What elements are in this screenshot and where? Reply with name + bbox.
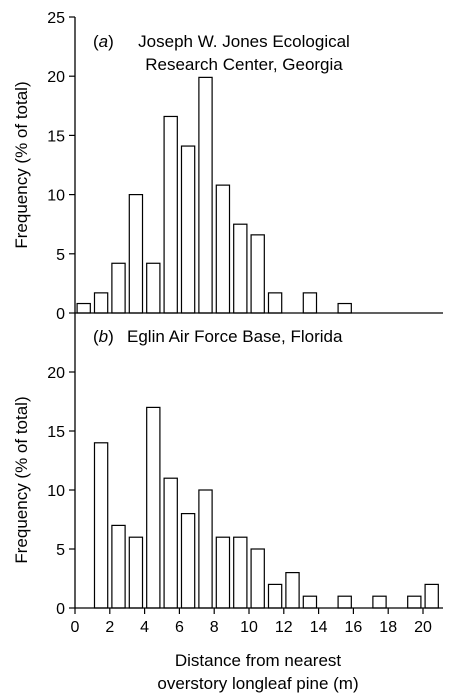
panel-b-y-tick-label: 15 bbox=[47, 424, 65, 441]
panel-a-bar bbox=[233, 223, 248, 314]
panel-a-bar bbox=[76, 302, 91, 314]
panel-b-x-tick-label: 16 bbox=[345, 619, 363, 636]
panel-b-x-tick-label: 6 bbox=[175, 619, 184, 636]
panel-b-bar bbox=[337, 595, 352, 609]
panel-b-bar bbox=[372, 595, 387, 609]
panel-a-title-line-2: Research Center, Georgia bbox=[145, 55, 343, 74]
panel-a-bar bbox=[180, 145, 196, 314]
panel-a-y-tick-label: 15 bbox=[47, 128, 65, 145]
panel-b-bar bbox=[285, 571, 300, 609]
panel-a-bars bbox=[76, 76, 352, 314]
panel-b-y-tick-label: 20 bbox=[47, 365, 65, 382]
panel-a-y-tick-label: 0 bbox=[56, 306, 65, 323]
panel-b-x-tick-label: 8 bbox=[210, 619, 219, 636]
panel-a-bar bbox=[111, 262, 126, 314]
x-axis-label-line-2: overstory longleaf pine (m) bbox=[157, 674, 358, 693]
panel-a-bar bbox=[128, 194, 144, 314]
panel-b-title: Eglin Air Force Base, Florida bbox=[127, 327, 343, 346]
panel-b-x-tick-label: 18 bbox=[379, 619, 397, 636]
panel-b-bars bbox=[93, 406, 439, 609]
panel-b-x-ticks: 0 2 4 6 8 10 12 14 16 18 20 bbox=[71, 608, 432, 636]
panel-a-y-tick-label: 10 bbox=[47, 188, 65, 205]
panel-a-y-ticks: 0 5 10 15 20 25 bbox=[47, 10, 75, 323]
panel-a-y-tick-label: 25 bbox=[47, 10, 65, 27]
panel-b-bar bbox=[302, 595, 318, 609]
panel-a-y-axis-label: Frequency (% of total) bbox=[12, 81, 31, 248]
panel-b-x-tick-label: 0 bbox=[71, 619, 80, 636]
panel-b-y-tick-label: 5 bbox=[56, 542, 65, 559]
panel-a-bar bbox=[302, 292, 318, 314]
panel-a-letter: (a) bbox=[93, 32, 114, 51]
panel-b-x-tick-label: 2 bbox=[105, 619, 114, 636]
x-axis-label-line-1: Distance from nearest bbox=[175, 651, 342, 670]
panel-a-bar bbox=[198, 76, 213, 314]
panel-b-y-tick-label: 10 bbox=[47, 483, 65, 500]
panel-b-x-tick-label: 4 bbox=[140, 619, 149, 636]
panel-b-y-ticks: 0 5 10 15 20 bbox=[47, 365, 75, 618]
panel-b-y-axis-label: Frequency (% of total) bbox=[12, 396, 31, 563]
panel-a-bar bbox=[146, 262, 161, 314]
panel-b-bar bbox=[407, 595, 422, 609]
panel-b-x-tick-label: 20 bbox=[414, 619, 432, 636]
panel-b-bar bbox=[250, 548, 265, 609]
panel-a-y-tick-label: 5 bbox=[56, 247, 65, 264]
panel-a-y-tick-label: 20 bbox=[47, 69, 65, 86]
panel-b-x-tick-label: 12 bbox=[275, 619, 293, 636]
panel-b-bar bbox=[233, 536, 248, 609]
panel-a-bar bbox=[215, 184, 231, 314]
panel-a-bar bbox=[250, 234, 265, 314]
panel-b-bar bbox=[146, 406, 161, 609]
panel-b-bar bbox=[215, 536, 231, 609]
panel-b-bar bbox=[180, 512, 196, 609]
panel-b: 0 5 10 15 20 0 2 4 6 8 10 12 14 16 18 20 (b) Eglin Air… bbox=[12, 313, 443, 693]
panel-b-bar bbox=[93, 442, 109, 609]
panel-b-x-tick-label: 10 bbox=[240, 619, 258, 636]
panel-a-bar bbox=[267, 292, 283, 314]
panel-b-y-tick-label: 0 bbox=[56, 601, 65, 618]
panel-a-bar bbox=[337, 302, 352, 314]
panel-a-bar bbox=[93, 292, 109, 314]
panel-b-bar bbox=[267, 583, 283, 609]
panel-b-bar bbox=[128, 536, 144, 609]
panel-b-letter: (b) bbox=[93, 327, 114, 346]
panel-a: 0 5 10 15 20 25 (a) Joseph W. Jones Ecologica… bbox=[12, 10, 443, 323]
panel-b-bar bbox=[163, 477, 178, 609]
panel-a-bar bbox=[163, 115, 178, 314]
panel-b-bar bbox=[111, 524, 126, 609]
panel-b-bar bbox=[424, 583, 439, 609]
panel-a-title-line-1: Joseph W. Jones Ecological bbox=[138, 32, 350, 51]
panel-b-bar bbox=[198, 489, 213, 609]
panel-b-x-tick-label: 14 bbox=[310, 619, 328, 636]
